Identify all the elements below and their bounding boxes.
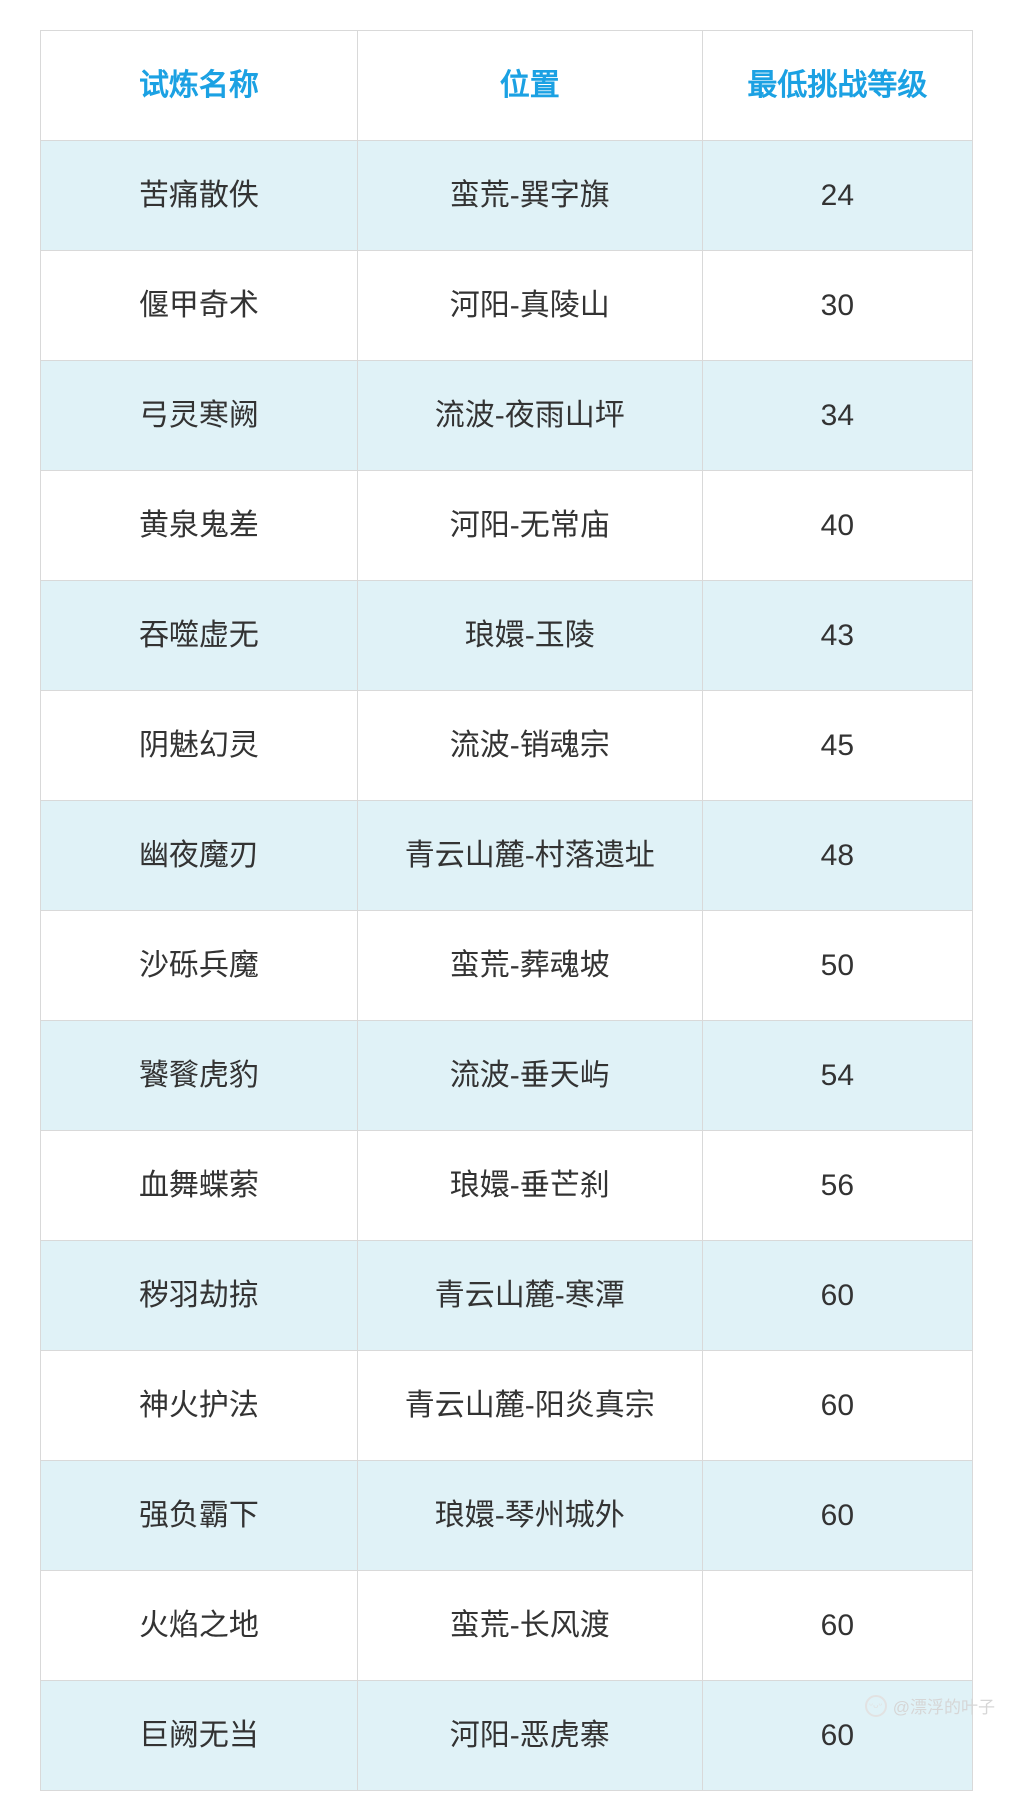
cell-location: 流波-夜雨山坪 xyxy=(357,361,702,471)
table-row: 幽夜魔刃青云山麓-村落遗址48 xyxy=(41,801,973,911)
cell-name: 巨阙无当 xyxy=(41,1681,358,1791)
cell-location: 蛮荒-长风渡 xyxy=(357,1571,702,1681)
cell-level: 60 xyxy=(702,1461,972,1571)
cell-level: 60 xyxy=(702,1351,972,1461)
cell-location: 琅嬛-玉陵 xyxy=(357,581,702,691)
cell-level: 30 xyxy=(702,251,972,361)
cell-level: 34 xyxy=(702,361,972,471)
cell-level: 40 xyxy=(702,471,972,581)
cell-location: 蛮荒-巽字旗 xyxy=(357,141,702,251)
header-level: 最低挑战等级 xyxy=(702,31,972,141)
cell-level: 24 xyxy=(702,141,972,251)
table-row: 火焰之地蛮荒-长风渡60 xyxy=(41,1571,973,1681)
cell-location: 河阳-真陵山 xyxy=(357,251,702,361)
table-row: 黄泉鬼差河阳-无常庙40 xyxy=(41,471,973,581)
header-name: 试炼名称 xyxy=(41,31,358,141)
cell-name: 火焰之地 xyxy=(41,1571,358,1681)
cell-location: 青云山麓-阳炎真宗 xyxy=(357,1351,702,1461)
cell-level: 48 xyxy=(702,801,972,911)
table-body: 苦痛散佚蛮荒-巽字旗24偃甲奇术河阳-真陵山30弓灵寒阙流波-夜雨山坪34黄泉鬼… xyxy=(41,141,973,1791)
cell-name: 幽夜魔刃 xyxy=(41,801,358,911)
header-location: 位置 xyxy=(357,31,702,141)
cell-location: 青云山麓-村落遗址 xyxy=(357,801,702,911)
cell-name: 沙砾兵魔 xyxy=(41,911,358,1021)
cell-level: 43 xyxy=(702,581,972,691)
cell-location: 琅嬛-琴州城外 xyxy=(357,1461,702,1571)
table-row: 弓灵寒阙流波-夜雨山坪34 xyxy=(41,361,973,471)
watermark-text: @漂浮的叶子 xyxy=(893,1693,995,1718)
table-row: 神火护法青云山麓-阳炎真宗60 xyxy=(41,1351,973,1461)
cell-location: 流波-销魂宗 xyxy=(357,691,702,801)
table-row: 血舞蝶萦琅嬛-垂芒刹56 xyxy=(41,1131,973,1241)
cell-location: 流波-垂天屿 xyxy=(357,1021,702,1131)
table-row: 阴魅幻灵流波-销魂宗45 xyxy=(41,691,973,801)
table-header: 试炼名称 位置 最低挑战等级 xyxy=(41,31,973,141)
cell-level: 60 xyxy=(702,1571,972,1681)
cell-location: 琅嬛-垂芒刹 xyxy=(357,1131,702,1241)
table-row: 苦痛散佚蛮荒-巽字旗24 xyxy=(41,141,973,251)
table-row: 饕餮虎豹流波-垂天屿54 xyxy=(41,1021,973,1131)
trials-table: 试炼名称 位置 最低挑战等级 苦痛散佚蛮荒-巽字旗24偃甲奇术河阳-真陵山30弓… xyxy=(40,30,973,1791)
cell-name: 黄泉鬼差 xyxy=(41,471,358,581)
table-row: 秽羽劫掠青云山麓-寒潭60 xyxy=(41,1241,973,1351)
table-row: 沙砾兵魔蛮荒-葬魂坡50 xyxy=(41,911,973,1021)
table-row: 巨阙无当河阳-恶虎寨60 xyxy=(41,1681,973,1791)
cell-level: 54 xyxy=(702,1021,972,1131)
cell-location: 河阳-无常庙 xyxy=(357,471,702,581)
cell-name: 弓灵寒阙 xyxy=(41,361,358,471)
cell-level: 45 xyxy=(702,691,972,801)
cell-name: 血舞蝶萦 xyxy=(41,1131,358,1241)
cell-location: 河阳-恶虎寨 xyxy=(357,1681,702,1791)
table-row: 偃甲奇术河阳-真陵山30 xyxy=(41,251,973,361)
cell-name: 吞噬虚无 xyxy=(41,581,358,691)
cell-location: 蛮荒-葬魂坡 xyxy=(357,911,702,1021)
cell-name: 偃甲奇术 xyxy=(41,251,358,361)
cell-name: 苦痛散佚 xyxy=(41,141,358,251)
header-row: 试炼名称 位置 最低挑战等级 xyxy=(41,31,973,141)
table-container: 试炼名称 位置 最低挑战等级 苦痛散佚蛮荒-巽字旗24偃甲奇术河阳-真陵山30弓… xyxy=(0,0,1013,1811)
cell-level: 60 xyxy=(702,1241,972,1351)
cell-name: 强负霸下 xyxy=(41,1461,358,1571)
table-row: 吞噬虚无琅嬛-玉陵43 xyxy=(41,581,973,691)
cell-level: 50 xyxy=(702,911,972,1021)
watermark-icon: ᵕᴗᵕ xyxy=(865,1695,887,1717)
cell-name: 神火护法 xyxy=(41,1351,358,1461)
cell-name: 阴魅幻灵 xyxy=(41,691,358,801)
cell-name: 饕餮虎豹 xyxy=(41,1021,358,1131)
watermark: ᵕᴗᵕ @漂浮的叶子 xyxy=(865,1693,995,1718)
table-row: 强负霸下琅嬛-琴州城外60 xyxy=(41,1461,973,1571)
cell-level: 56 xyxy=(702,1131,972,1241)
cell-location: 青云山麓-寒潭 xyxy=(357,1241,702,1351)
cell-name: 秽羽劫掠 xyxy=(41,1241,358,1351)
